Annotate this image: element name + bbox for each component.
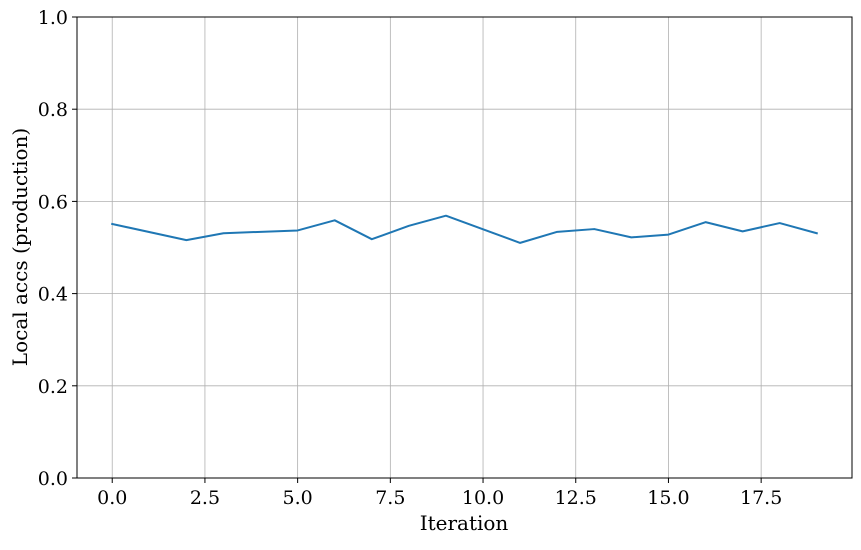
x-tick-label: 17.5	[740, 487, 782, 509]
plot-area	[77, 17, 852, 478]
x-tick-label: 0.0	[97, 487, 127, 509]
x-tick-label: 5.0	[283, 487, 313, 509]
series-line	[111, 214, 818, 244]
y-tick-label: 1.0	[38, 7, 68, 29]
plot-frame	[76, 16, 853, 479]
x-tick-label: 7.5	[375, 487, 405, 509]
x-axis-label: Iteration	[420, 511, 509, 535]
y-axis-label: Local accs (production)	[8, 128, 32, 366]
y-tick-label: 0.2	[38, 376, 68, 398]
x-tick-label: 2.5	[190, 487, 220, 509]
x-tick-label: 12.5	[555, 487, 597, 509]
series-layer	[111, 214, 818, 244]
axis-ticks: 0.0 2.5 5.0 7.5 10.0 12.5 15.0 17.5 0.0 0.2 0.4 0.6…	[38, 7, 783, 509]
y-tick-label: 0.0	[38, 468, 68, 490]
x-tick-label: 15.0	[647, 487, 689, 509]
x-tick-label: 10.0	[462, 487, 504, 509]
y-tick-label: 0.4	[38, 284, 68, 306]
y-tick-label: 0.8	[38, 99, 68, 121]
y-tick-label: 0.6	[38, 191, 68, 213]
